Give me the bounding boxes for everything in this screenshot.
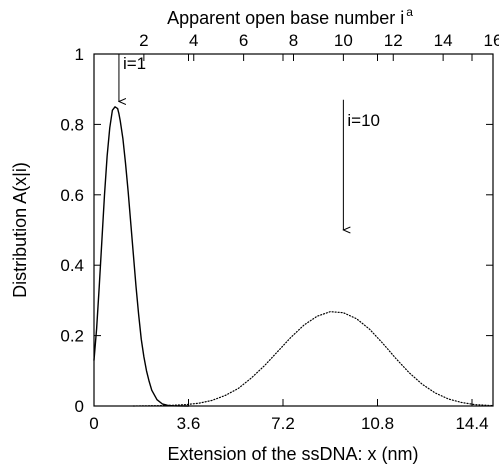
y-tick-label: 0 [75, 397, 84, 416]
y-axis-left: 0 0.2 0.4 0.6 0.8 1 [60, 45, 493, 416]
top-tick-label: 10 [334, 31, 353, 50]
y-tick-label: 0.2 [60, 327, 84, 346]
annotation-label-2: i=10 [347, 111, 380, 130]
series-line-1 [93, 106, 190, 407]
top-tick-label: 16 [484, 31, 499, 50]
x-tick-label: 10.8 [361, 414, 394, 433]
annotation-layer: i=1 i=10 [119, 54, 380, 230]
top-tick-label: 4 [189, 31, 198, 50]
y-tick-label: 0.6 [60, 186, 84, 205]
y-axis-label: Distribution A(x|i) [10, 162, 30, 298]
y-tick-label: 0.4 [60, 256, 84, 275]
x-tick-label: 7.2 [271, 414, 295, 433]
top-tick-label: 6 [239, 31, 248, 50]
x-tick-label: 14.4 [455, 414, 488, 433]
x-tick-label: 0 [89, 414, 98, 433]
top-tick-label: 14 [434, 31, 453, 50]
x-axis-bottom: 0 3.6 7.2 10.8 14.4 [89, 54, 489, 433]
x-axis-label: Extension of the ssDNA: x (nm) [167, 444, 418, 464]
annotation-label-1: i=1 [123, 54, 146, 73]
y-tick-label: 1 [75, 45, 84, 64]
top-axis-label-superscript: a [406, 5, 413, 19]
top-tick-label: 12 [384, 31, 403, 50]
plot-frame [93, 53, 494, 407]
top-axis-label-main: Apparent open base number i [167, 8, 404, 28]
x-axis-top: 2 4 6 8 10 12 14 16 [139, 31, 499, 61]
top-tick-label: 8 [289, 31, 298, 50]
series-line-2 [132, 311, 494, 407]
y-tick-label: 0.8 [60, 115, 84, 134]
top-tick-label: 2 [139, 31, 148, 50]
x-tick-label: 3.6 [177, 414, 201, 433]
series-layer [93, 106, 494, 407]
